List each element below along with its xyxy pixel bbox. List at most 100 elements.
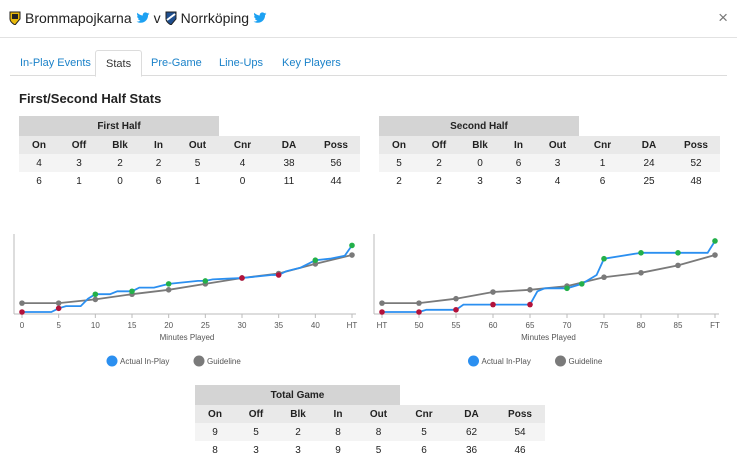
x-tick-label: HT [377,321,388,330]
stat-cell: 2 [419,172,459,190]
x-tick-label: 35 [274,321,283,330]
home-badge-icon [9,11,21,25]
stat-cell: 1 [176,172,219,190]
stat-cell: 1 [59,172,99,190]
stat-cell: 6 [400,441,448,459]
column-header: In [319,405,357,423]
first-half-table: First Half On Off Blk In Out Cnr DA Poss… [19,116,360,190]
stat-cell: 4 [536,172,579,190]
stat-cell: 52 [672,154,720,172]
stat-cell: 3 [501,172,536,190]
column-header: Blk [277,405,319,423]
stat-cell: 6 [501,154,536,172]
column-header: Poss [312,136,360,154]
table-row: 2 2 3 3 4 6 25 48 [379,172,720,190]
event-marker-green [312,257,319,263]
table-row: 6 1 0 6 1 0 11 44 [19,172,360,190]
x-tick-label: 80 [637,321,646,330]
table-row: 4 3 2 2 5 4 38 56 [19,154,360,172]
x-tick-label: 70 [563,321,572,330]
tab-bar: In-Play Events Stats Pre-Game Line-Ups K… [10,50,727,77]
stat-cell: 3 [59,154,99,172]
stat-cell: 24 [626,154,672,172]
modal-header: Brommapojkarna v Norrköping × [0,0,737,38]
twitter-icon[interactable] [136,12,150,24]
x-tick-label: 40 [311,321,320,330]
legend-swatch-actual [468,355,479,367]
event-marker-green [712,238,718,244]
event-marker-green [601,255,607,262]
guideline-point [601,274,607,281]
tab-key-players[interactable]: Key Players [282,57,341,69]
x-tick-label: 20 [164,321,173,330]
column-header: Off [235,405,277,423]
stat-cell: 5 [235,423,277,441]
guideline-point [416,300,422,306]
column-header: DA [626,136,672,154]
second-half-momentum-chart: HT 50 55 60 65 70 75 80 85 FT Minutes Played Actual… [373,234,720,367]
stat-cell: 9 [319,441,357,459]
event-marker-red [239,275,245,281]
column-header: Cnr [400,405,448,423]
event-marker-green [129,288,135,295]
column-header: Cnr [579,136,626,154]
tab-in-play-events[interactable]: In-Play Events [20,57,91,69]
away-badge-icon [165,11,177,25]
event-marker-red [527,301,533,308]
second-half-table: Second Half On Off Blk In Out Cnr DA Pos… [379,116,720,190]
event-marker-red [55,305,62,312]
legend-swatch-guideline [193,355,205,367]
home-team-name[interactable]: Brommapojkarna [25,10,132,26]
stat-cell: 5 [176,154,219,172]
guideline-line [382,254,716,304]
table-row: 5 2 0 6 3 1 24 52 [379,154,720,172]
tab-pre-game[interactable]: Pre-Game [151,57,202,69]
column-header: Poss [495,405,545,423]
event-marker-green [675,250,681,256]
stat-cell: 4 [219,154,266,172]
column-header: On [195,405,235,423]
column-header: Off [59,136,99,154]
event-marker-green [92,291,99,298]
column-header: In [141,136,176,154]
guideline-point [453,295,459,302]
actual-in-play-line [382,240,716,313]
event-marker-green [202,278,209,284]
stat-cell: 3 [459,172,501,190]
tab-line-ups[interactable]: Line-Ups [219,57,264,69]
stat-cell: 46 [495,441,545,459]
tab-stats[interactable]: Stats [95,50,143,77]
second-half-title: Second Half [379,116,579,136]
x-tick-label: 50 [415,321,424,330]
guideline-point [55,300,62,306]
x-tick-label: 65 [526,321,535,330]
stat-cell: 25 [626,172,672,190]
stat-cell: 8 [319,423,357,441]
column-header: Out [357,405,400,423]
event-marker-red [19,309,25,315]
stat-cell: 62 [448,423,495,441]
column-header: DA [448,405,495,423]
event-marker-red [379,309,385,315]
column-header: On [379,136,419,154]
stat-cell: 2 [379,172,419,190]
stat-cell: 0 [459,154,501,172]
stat-cell: 0 [99,172,141,190]
away-team-name[interactable]: Norrköping [180,10,250,26]
twitter-icon[interactable] [253,12,267,24]
stat-cell: 3 [235,441,277,459]
legend-label: Guideline [207,357,241,366]
match-title: Brommapojkarna v Norrköping [9,10,267,26]
stat-cell: 0 [219,172,266,190]
stat-cell: 2 [277,423,319,441]
column-header: In [501,136,536,154]
stat-cell: 9 [195,423,235,441]
stat-cell: 44 [312,172,360,190]
x-tick-label: 5 [56,321,61,330]
x-tick-label: 60 [489,321,498,330]
guideline-point [490,289,496,295]
close-icon[interactable]: × [718,8,728,27]
stat-cell: 36 [448,441,495,459]
actual-in-play-line [22,244,353,313]
stat-cell: 6 [579,172,626,190]
